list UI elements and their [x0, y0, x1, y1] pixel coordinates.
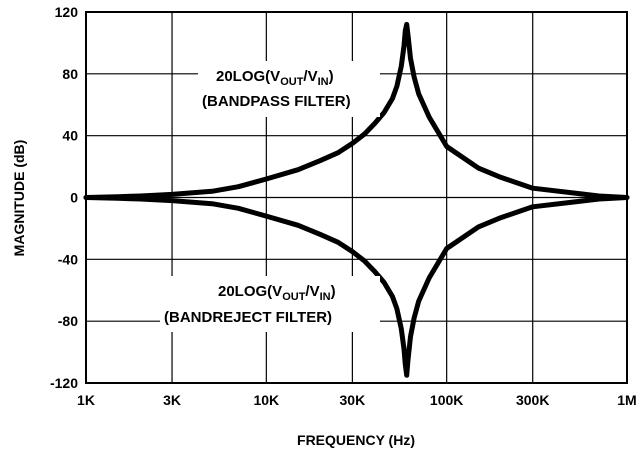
y-tick-label: -40	[58, 251, 78, 267]
bandreject-annotation-line2: (BANDREJECT FILTER)	[164, 309, 332, 326]
bandreject-curve	[83, 195, 630, 378]
x-tick-label: 1M	[617, 392, 636, 408]
x-tick-label: 300K	[516, 392, 549, 408]
x-tick-label: 10K	[253, 392, 279, 408]
bandpass-annotation-line1: 20LOG(VOUT/VIN)	[216, 68, 334, 88]
x-tick-label: 30K	[340, 392, 366, 408]
bandreject-annotation-line1: 20LOG(VOUT/VIN)	[218, 283, 336, 303]
y-axis-title: MAGNITUDE (dB)	[11, 140, 27, 257]
x-tick-label: 1K	[77, 392, 95, 408]
y-tick-label: 120	[55, 4, 79, 20]
y-tick-label: 80	[62, 66, 78, 82]
bandpass-annotation-line2: (BANDPASS FILTER)	[202, 93, 351, 110]
series-group	[83, 21, 630, 378]
tick-labels: 1K 3K 10K 30K 100K 300K 1M 120 80 40 0 -40 -80 -120	[50, 4, 637, 408]
y-tick-label: -120	[50, 375, 78, 391]
y-tick-label: -80	[58, 313, 78, 329]
bandreject-label-bg	[160, 276, 380, 332]
x-axis-title: FREQUENCY (Hz)	[297, 432, 415, 448]
x-tick-label: 100K	[430, 392, 463, 408]
y-tick-label: 0	[70, 190, 78, 206]
x-tick-label: 3K	[163, 392, 181, 408]
y-tick-label: 40	[62, 128, 78, 144]
bandpass-curve	[83, 21, 630, 200]
plot-frame	[85, 11, 628, 384]
bandpass-label-bg	[198, 61, 380, 117]
